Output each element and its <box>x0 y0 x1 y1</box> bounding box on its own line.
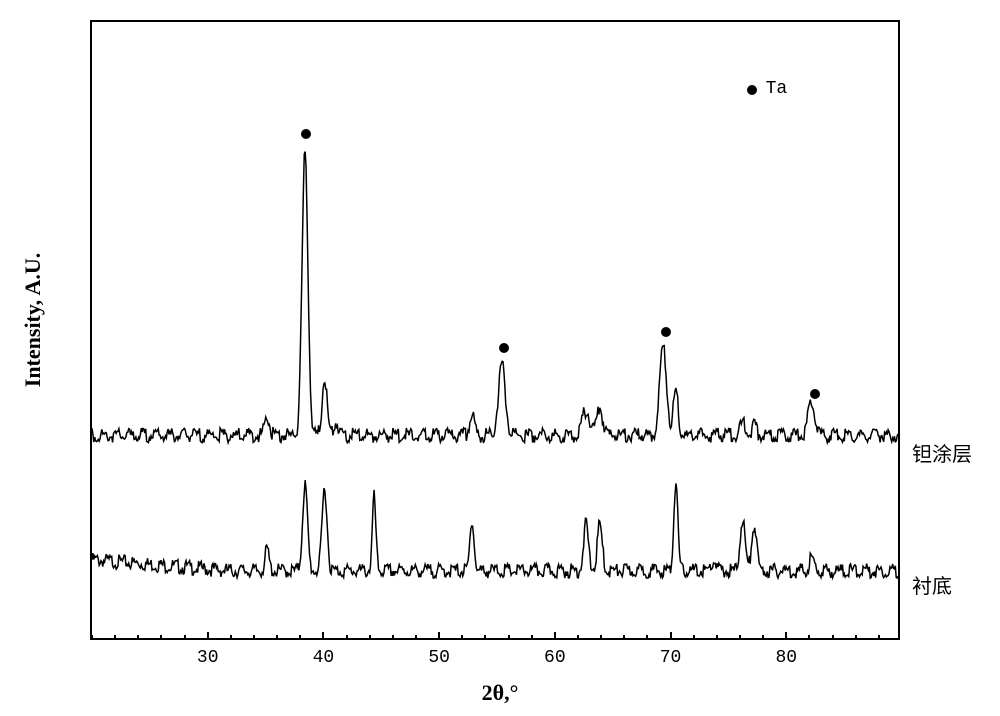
peak-marker-dot <box>810 389 820 399</box>
x-tick-label: 40 <box>313 648 335 668</box>
x-tick-major <box>322 632 324 640</box>
x-tick-major <box>438 632 440 640</box>
series-substrate <box>92 480 898 578</box>
x-tick-minor <box>646 635 648 640</box>
x-tick-major <box>207 632 209 640</box>
x-axis-label: 2θ,° <box>482 680 519 706</box>
x-tick-minor <box>716 635 718 640</box>
x-tick-minor <box>299 635 301 640</box>
x-tick-minor <box>600 635 602 640</box>
x-tick-minor <box>878 635 880 640</box>
y-axis-label: Intensity, A.U. <box>20 253 46 387</box>
x-tick-minor <box>184 635 186 640</box>
xrd-plot-svg <box>92 22 898 638</box>
x-tick-minor <box>531 635 533 640</box>
x-tick-label: 30 <box>197 648 219 668</box>
x-tick-minor <box>577 635 579 640</box>
legend-text: Ta <box>766 79 788 99</box>
x-tick-minor <box>762 635 764 640</box>
x-tick-minor <box>160 635 162 640</box>
x-tick-minor <box>832 635 834 640</box>
series-coating <box>92 152 898 443</box>
x-tick-minor <box>484 635 486 640</box>
x-tick-minor <box>230 635 232 640</box>
legend-marker-icon <box>747 85 757 95</box>
x-tick-minor <box>114 635 116 640</box>
x-tick-minor <box>253 635 255 640</box>
x-tick-minor <box>392 635 394 640</box>
x-tick-major <box>554 632 556 640</box>
peak-marker-dot <box>499 343 509 353</box>
x-tick-minor <box>508 635 510 640</box>
x-tick-minor <box>808 635 810 640</box>
x-tick-label: 70 <box>660 648 682 668</box>
x-tick-minor <box>739 635 741 640</box>
peak-marker-dot <box>661 327 671 337</box>
x-tick-minor <box>137 635 139 640</box>
x-tick-minor <box>369 635 371 640</box>
x-tick-minor <box>855 635 857 640</box>
x-tick-minor <box>693 635 695 640</box>
x-tick-major <box>785 632 787 640</box>
x-tick-label: 50 <box>428 648 450 668</box>
x-tick-minor <box>91 635 93 640</box>
x-tick-label: 60 <box>544 648 566 668</box>
x-tick-label: 80 <box>775 648 797 668</box>
x-tick-minor <box>623 635 625 640</box>
series-label-substrate: 衬底 <box>912 570 952 599</box>
chart-plot-area: 304050607080Ta <box>90 20 900 640</box>
series-label-coating: 钽涂层 <box>912 438 972 467</box>
x-tick-minor <box>346 635 348 640</box>
x-tick-minor <box>276 635 278 640</box>
peak-marker-dot <box>301 129 311 139</box>
x-tick-minor <box>461 635 463 640</box>
x-tick-major <box>670 632 672 640</box>
x-tick-minor <box>415 635 417 640</box>
